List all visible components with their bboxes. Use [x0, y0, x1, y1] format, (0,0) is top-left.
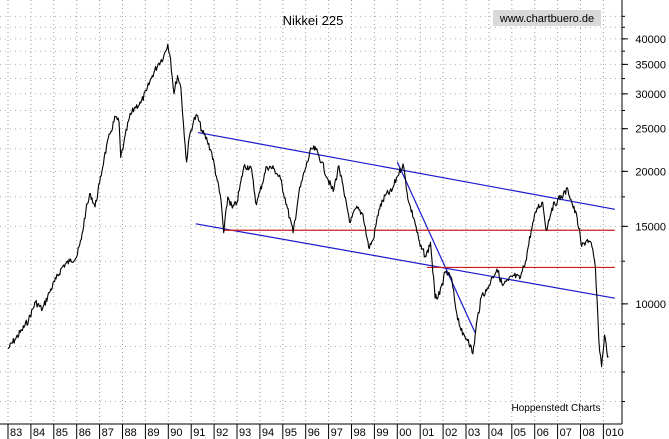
y-tick-label: 10000 — [635, 299, 666, 311]
y-tick-label: 40000 — [635, 34, 666, 46]
x-tick-label: 91 — [193, 427, 205, 439]
chart-title: Nikkei 225 — [283, 13, 344, 28]
x-tick-label: 03 — [468, 427, 480, 439]
x-tick-label: 02 — [445, 427, 457, 439]
trend-lines — [195, 131, 615, 333]
x-tick-label: 07 — [560, 427, 572, 439]
x-tick-label: 04 — [491, 427, 503, 439]
x-tick-label: 83 — [10, 427, 22, 439]
watermark-box — [493, 10, 601, 26]
x-tick-label: 92 — [216, 427, 228, 439]
x-tick-label: 86 — [79, 427, 91, 439]
x-tick-label: 87 — [102, 427, 114, 439]
y-tick-label: 20000 — [635, 166, 666, 178]
trend-line — [197, 131, 615, 210]
x-tick-label: 05 — [514, 427, 526, 439]
x-tick-label: 08 — [583, 427, 595, 439]
price-line — [7, 43, 609, 368]
y-tick-label: 30000 — [635, 89, 666, 101]
x-tick-label: 95 — [285, 427, 297, 439]
x-tick-label: 89 — [147, 427, 159, 439]
y-tick-label: 35000 — [635, 59, 666, 71]
series-layer — [7, 43, 609, 368]
trend-line — [195, 223, 615, 299]
x-tick-label: 94 — [262, 427, 274, 439]
x-tick-label: 93 — [239, 427, 251, 439]
chart-grid — [0, 0, 622, 424]
x-tick-label: 06 — [537, 427, 549, 439]
x-tick-label: 99 — [376, 427, 388, 439]
x-tick-label: 01 — [422, 427, 434, 439]
x-tick-label: 84 — [33, 427, 45, 439]
x-tick-label: 97 — [331, 427, 343, 439]
watermark: www.chartbuero.de — [499, 13, 594, 25]
x-tick-label: 85 — [56, 427, 68, 439]
footer-source: Hoppenstedt Charts — [512, 403, 601, 414]
y-tick-label: 25000 — [635, 124, 666, 136]
x-tick-label: 98 — [354, 427, 366, 439]
x-tick-label: 90 — [170, 427, 182, 439]
trend-line — [396, 161, 476, 333]
x-tick-label: 96 — [308, 427, 320, 439]
y-tick-label: 15000 — [635, 221, 666, 233]
x-tick-label: 00 — [399, 427, 411, 439]
x-tick-label: 010 — [605, 427, 623, 439]
x-tick-label: 88 — [125, 427, 137, 439]
